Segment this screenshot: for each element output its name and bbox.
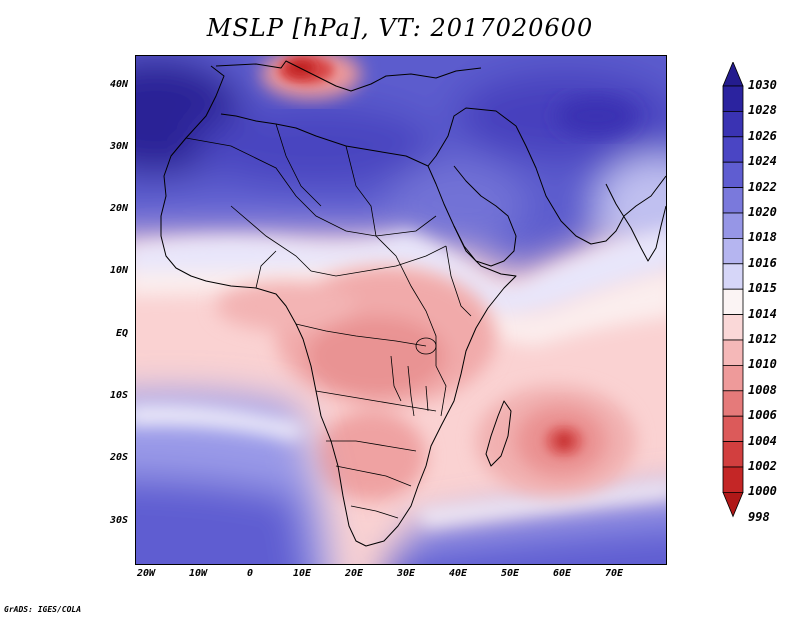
africa-low (216, 266, 496, 501)
colorbar-swatch (722, 390, 744, 417)
map-area (135, 55, 667, 565)
colorbar-swatch (722, 212, 744, 239)
lon-label-40e: 40E (448, 568, 468, 579)
mauritius-low (476, 386, 636, 496)
italy-low (261, 56, 361, 99)
lat-label-20n: 20N (109, 203, 128, 214)
colorbar-swatch (722, 466, 744, 493)
colorbar-label: 1026 (748, 128, 777, 143)
colorbar-label: 1030 (748, 78, 777, 92)
lat-label-20s: 20S (109, 452, 128, 463)
lon-label-50e: 50E (500, 568, 520, 579)
colorbar-bottom-arrow (722, 491, 744, 518)
colorbar (722, 62, 744, 518)
colorbar-swatch (722, 237, 744, 265)
lon-label-60e: 60E (552, 568, 572, 579)
colorbar-swatch (722, 187, 744, 214)
chart-title: MSLP [hPa], VT: 2017020600 (206, 14, 594, 42)
colorbar-label: 1002 (748, 459, 777, 473)
lon-label-70e: 70E (604, 568, 624, 579)
colorbar-swatch (722, 415, 744, 443)
colorbar-swatch (722, 314, 744, 341)
colorbar-label: 1015 (748, 281, 777, 296)
colorbar-label: 998 (748, 509, 770, 524)
lon-label-20w: 20W (136, 568, 156, 579)
colorbar-label: 1006 (748, 408, 777, 423)
colorbar-label: 1010 (748, 357, 777, 372)
lon-label-10e: 10E (292, 568, 312, 579)
colorbar-label: 1014 (748, 306, 777, 321)
colorbar-top-arrow (722, 62, 744, 87)
lon-label-0: 0 (246, 568, 254, 579)
lon-label-10w: 10W (188, 568, 208, 579)
colorbar-label: 1008 (748, 382, 777, 397)
colorbar-label: 1000 (748, 484, 777, 499)
lat-label-40n: 40N (109, 79, 128, 90)
iran-high (556, 96, 636, 136)
colorbar-label: 1016 (748, 255, 777, 270)
lon-label-20e: 20E (344, 568, 364, 579)
colorbar-label: 1028 (748, 103, 777, 118)
colorbar-label: 1018 (748, 230, 777, 245)
colorbar-swatch (722, 85, 744, 112)
colorbar-label: 1012 (748, 332, 777, 346)
lat-label-eq: EQ (115, 328, 128, 339)
lakes (407, 337, 437, 417)
colorbar-swatch (722, 263, 744, 290)
lat-label-30n: 30N (109, 141, 128, 152)
colorbar-swatch (722, 161, 744, 188)
colorbar-swatch (722, 136, 744, 163)
north-high-field (136, 56, 666, 271)
lat-label-30s: 30S (109, 515, 128, 526)
colorbar-swatch (722, 288, 744, 315)
lat-label-10s: 10S (109, 390, 128, 401)
colorbar-label: 1022 (748, 179, 777, 194)
credit-text: GrADS: IGES/COLA (4, 605, 82, 614)
south-transition (136, 405, 666, 526)
pressure-map (136, 56, 666, 564)
colorbar-label: 1004 (748, 433, 777, 448)
borders (185, 123, 472, 519)
lon-label-30e: 30E (396, 568, 416, 579)
colorbar-swatch (722, 111, 744, 138)
colorbar-label: 1024 (748, 154, 777, 169)
colorbar-swatch (722, 339, 744, 366)
coastlines (160, 60, 666, 547)
colorbar-label: 1020 (748, 205, 777, 219)
lat-label-10n: 10N (109, 265, 128, 276)
colorbar-swatch (722, 441, 744, 468)
colorbar-swatch (722, 364, 744, 392)
